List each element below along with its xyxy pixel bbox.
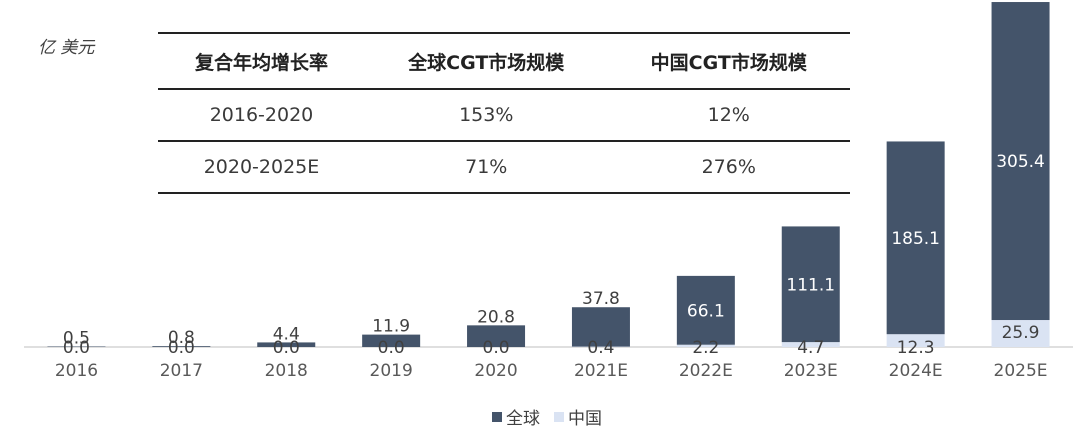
bar-china: [781, 342, 840, 347]
x-tick-label: 2016: [55, 361, 98, 381]
data-label-china: 0.4: [587, 338, 614, 358]
bar-global: [991, 2, 1050, 321]
table-row: 2020-2025E 71% 276%: [158, 141, 850, 194]
data-label-global: 37.8: [582, 289, 620, 309]
table-header-cell: 中国CGT市场规模: [607, 32, 850, 90]
x-tick-label: 2019: [370, 361, 413, 381]
x-tick-label: 2020: [474, 361, 517, 381]
data-label-china: 12.3: [897, 338, 935, 358]
table-cell: 2016-2020: [158, 89, 365, 142]
table-cell: 276%: [607, 141, 850, 194]
bar-global: [257, 342, 316, 347]
data-label-china: 2.2: [692, 338, 719, 358]
data-label-china: 0.0: [273, 338, 300, 358]
data-label-global: 66.1: [687, 301, 725, 321]
table-cell: 153%: [364, 89, 608, 142]
x-tick-label: 2021E: [574, 361, 628, 381]
bar-global: [152, 346, 211, 347]
x-tick-label: 2022E: [679, 361, 733, 381]
data-label-china: 25.9: [1002, 323, 1040, 343]
x-tick-label: 2018: [265, 361, 308, 381]
data-label-china: 0.0: [168, 338, 195, 358]
table-header-row: 复合年均增长率 全球CGT市场规模 中国CGT市场规模: [158, 32, 850, 90]
data-label-global: 20.8: [477, 307, 515, 327]
data-label-china: 0.0: [63, 338, 90, 358]
bar-global: [47, 346, 106, 347]
bar-global: [362, 334, 421, 347]
table-cell: 12%: [607, 89, 850, 142]
data-label-global: 0.8: [168, 328, 195, 348]
legend-label-global: 全球: [506, 409, 540, 429]
legend-swatch-china: [554, 411, 564, 422]
legend-label-china: 中国: [568, 409, 602, 429]
bar-global: [467, 325, 526, 347]
x-tick-label: 2024E: [889, 361, 943, 381]
table-row: 2016-2020 153% 12%: [158, 89, 850, 142]
bar-china: [991, 320, 1050, 347]
legend-item-china: 中国: [554, 404, 602, 429]
table-cell: 71%: [364, 141, 608, 194]
data-label-global: 4.4: [273, 324, 300, 344]
unit-label: 亿 美元: [38, 38, 95, 58]
data-label-china: 0.0: [483, 338, 510, 358]
bar-china: [676, 344, 735, 347]
data-label-global: 11.9: [372, 317, 410, 337]
x-tick-label: 2017: [160, 361, 203, 381]
table-cell: 2020-2025E: [158, 141, 365, 194]
table-header-cell: 全球CGT市场规模: [364, 32, 608, 90]
bar-global: [886, 141, 945, 335]
bar-global: [571, 307, 630, 347]
legend-item-global: 全球: [492, 404, 540, 429]
bar-china: [886, 334, 945, 347]
data-label-china: 4.7: [797, 338, 824, 358]
legend: 全球 中国: [492, 404, 602, 429]
bar-global: [781, 226, 840, 343]
bar-global: [676, 275, 735, 345]
x-tick-label: 2025E: [994, 361, 1048, 381]
data-label-global: 185.1: [891, 229, 940, 249]
data-label-global: 111.1: [786, 275, 835, 295]
legend-swatch-global: [492, 411, 502, 422]
table-header-cell: 复合年均增长率: [158, 32, 365, 90]
x-tick-label: 2023E: [784, 361, 838, 381]
data-label-china: 0.0: [378, 338, 405, 358]
data-label-global: 305.4: [996, 152, 1045, 172]
data-label-global: 0.5: [63, 328, 90, 348]
cagr-table: 复合年均增长率 全球CGT市场规模 中国CGT市场规模 2016-2020 15…: [158, 32, 850, 194]
